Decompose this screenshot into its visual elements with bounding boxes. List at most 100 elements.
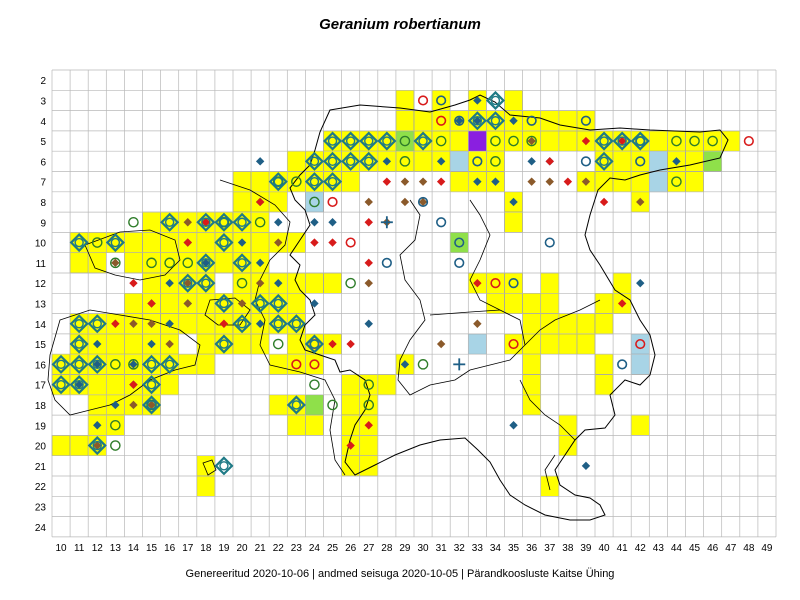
record-navy-diamond bbox=[255, 157, 265, 166]
cell-yellow bbox=[558, 333, 578, 355]
record-red-diamond bbox=[473, 278, 482, 288]
cell-yellow bbox=[540, 110, 560, 132]
inner-circle bbox=[56, 379, 66, 390]
record-green-circle bbox=[236, 277, 248, 289]
inner-circle bbox=[327, 136, 338, 146]
record-brown-diamond bbox=[400, 197, 410, 207]
cell-yellow bbox=[504, 130, 523, 152]
grid-layer bbox=[51, 69, 777, 538]
record-brown-diamond bbox=[418, 177, 428, 186]
inner-circle bbox=[291, 319, 302, 329]
column-label: 21 bbox=[255, 543, 267, 554]
record-ring-diamond bbox=[196, 273, 216, 293]
record-navy-diamond bbox=[491, 177, 500, 186]
cell-yellow bbox=[214, 252, 234, 274]
record-navy-diamond bbox=[509, 421, 518, 430]
record-brown-diamond bbox=[581, 177, 591, 186]
column-label: 10 bbox=[55, 543, 67, 554]
record-green-circle bbox=[91, 237, 103, 248]
record-red-diamond bbox=[328, 238, 337, 247]
row-label: 7 bbox=[40, 178, 46, 189]
record-green-circle bbox=[182, 257, 194, 269]
row-label: 9 bbox=[40, 218, 46, 229]
row-label: 11 bbox=[36, 259, 47, 270]
record-green-circle bbox=[435, 135, 447, 147]
outer-diamond-ring bbox=[214, 293, 234, 314]
cell-yellow bbox=[486, 150, 505, 172]
record-navy-circle bbox=[381, 257, 392, 268]
cell-yellow bbox=[87, 374, 107, 396]
cell-yellow bbox=[305, 272, 324, 294]
column-label: 33 bbox=[472, 543, 484, 554]
row-label: 12 bbox=[35, 279, 47, 290]
record-ring-diamond bbox=[214, 232, 234, 253]
column-label: 40 bbox=[598, 543, 610, 554]
cell-yellow bbox=[196, 232, 216, 253]
record-red-diamond bbox=[201, 218, 211, 227]
record-green-circle bbox=[309, 196, 320, 208]
outer-diamond-ring bbox=[232, 212, 252, 232]
inner-circle bbox=[219, 237, 229, 248]
outer-diamond-ring bbox=[286, 314, 306, 334]
record-ring-diamond bbox=[232, 212, 252, 232]
column-label: 28 bbox=[381, 543, 393, 554]
outer-diamond-ring bbox=[413, 131, 433, 151]
cell-green bbox=[395, 130, 415, 152]
outer-diamond-ring bbox=[341, 151, 361, 171]
record-navy-diamond bbox=[581, 461, 591, 471]
cell-yellow bbox=[612, 171, 632, 193]
outer-diamond-ring bbox=[214, 456, 234, 476]
record-navy-circle bbox=[635, 156, 646, 167]
inner-circle bbox=[382, 136, 392, 146]
row-label: 13 bbox=[35, 299, 47, 310]
outer-diamond-ring bbox=[214, 334, 234, 354]
record-red-circle bbox=[436, 115, 447, 126]
cell-light-blue bbox=[468, 333, 487, 355]
record-green-circle bbox=[490, 135, 501, 147]
cell-yellow bbox=[522, 394, 541, 416]
row-label: 18 bbox=[35, 401, 47, 412]
record-navy-diamond bbox=[636, 278, 645, 288]
cell-yellow bbox=[612, 150, 632, 172]
record-ring-diamond bbox=[630, 131, 650, 151]
row-label: 22 bbox=[35, 482, 47, 493]
cell-yellow bbox=[540, 333, 560, 355]
inner-circle bbox=[92, 359, 102, 370]
saaremaa-island bbox=[47, 309, 201, 416]
outer-diamond-ring bbox=[377, 131, 397, 151]
record-red-diamond bbox=[581, 136, 591, 146]
outer-diamond-ring bbox=[69, 375, 89, 395]
record-red-diamond bbox=[129, 278, 138, 288]
record-green-circle bbox=[508, 135, 519, 147]
cell-yellow bbox=[540, 475, 560, 497]
record-ring-diamond bbox=[69, 375, 89, 395]
cell-yellow bbox=[341, 414, 360, 436]
outer-diamond-ring bbox=[594, 131, 614, 151]
record-ring-diamond bbox=[105, 232, 125, 253]
record-red-circle bbox=[743, 135, 754, 147]
cell-yellow bbox=[413, 150, 433, 172]
inner-circle bbox=[219, 298, 229, 309]
cell-yellow bbox=[558, 130, 578, 152]
record-ring-diamond bbox=[214, 212, 234, 232]
record-brown-diamond bbox=[129, 400, 138, 410]
cell-yellow bbox=[106, 333, 125, 355]
cell-yellow bbox=[142, 232, 161, 253]
cell-yellow bbox=[124, 252, 143, 274]
record-ring-diamond bbox=[286, 314, 306, 334]
muhu-island bbox=[204, 297, 251, 326]
cell-yellow bbox=[468, 150, 487, 172]
outer-diamond-ring bbox=[214, 232, 234, 253]
record-ring-diamond bbox=[69, 314, 89, 334]
record-navy-diamond bbox=[400, 360, 410, 369]
cell-yellow bbox=[576, 313, 596, 335]
column-label: 20 bbox=[236, 543, 248, 554]
record-navy-circle bbox=[544, 237, 555, 248]
row-label: 16 bbox=[35, 360, 47, 371]
cell-yellow bbox=[359, 435, 379, 456]
cell-yellow bbox=[540, 293, 560, 314]
inner-circle bbox=[219, 339, 229, 349]
column-label: 19 bbox=[218, 543, 230, 554]
outer-diamond-ring bbox=[322, 151, 343, 171]
